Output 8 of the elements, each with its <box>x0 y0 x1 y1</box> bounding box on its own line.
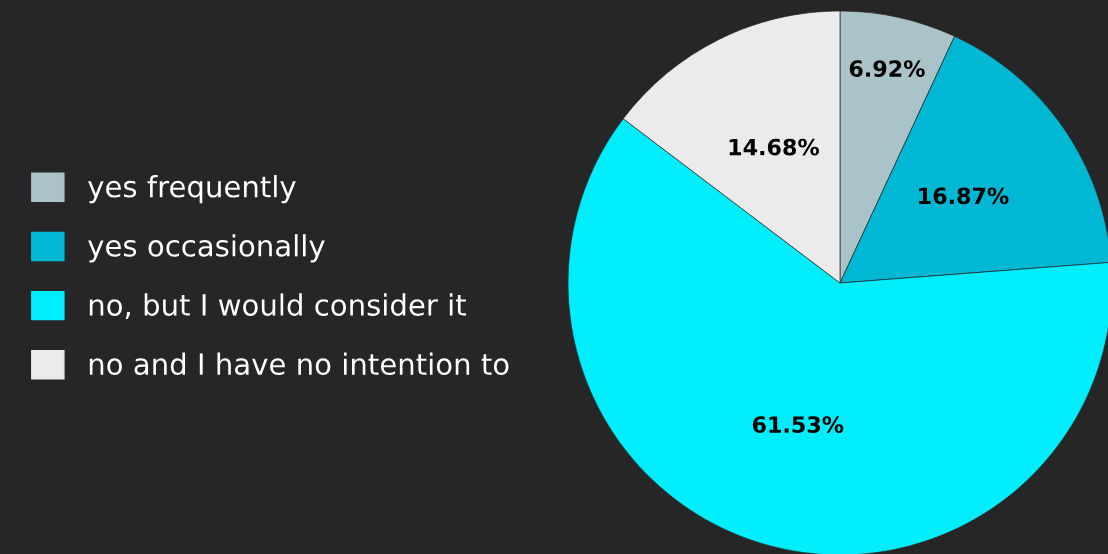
legend-label: yes occasionally <box>88 234 325 263</box>
data-label: 14.68% <box>729 138 819 156</box>
data-label: 16.87% <box>919 187 1009 205</box>
legend-label: no, but I would consider it <box>89 293 466 319</box>
legend-label: yes frequently <box>88 175 296 204</box>
legend-label: no and I have no intention to <box>89 352 509 376</box>
data-label: 61.53% <box>752 416 844 433</box>
data-label: 6.92% <box>849 60 925 77</box>
